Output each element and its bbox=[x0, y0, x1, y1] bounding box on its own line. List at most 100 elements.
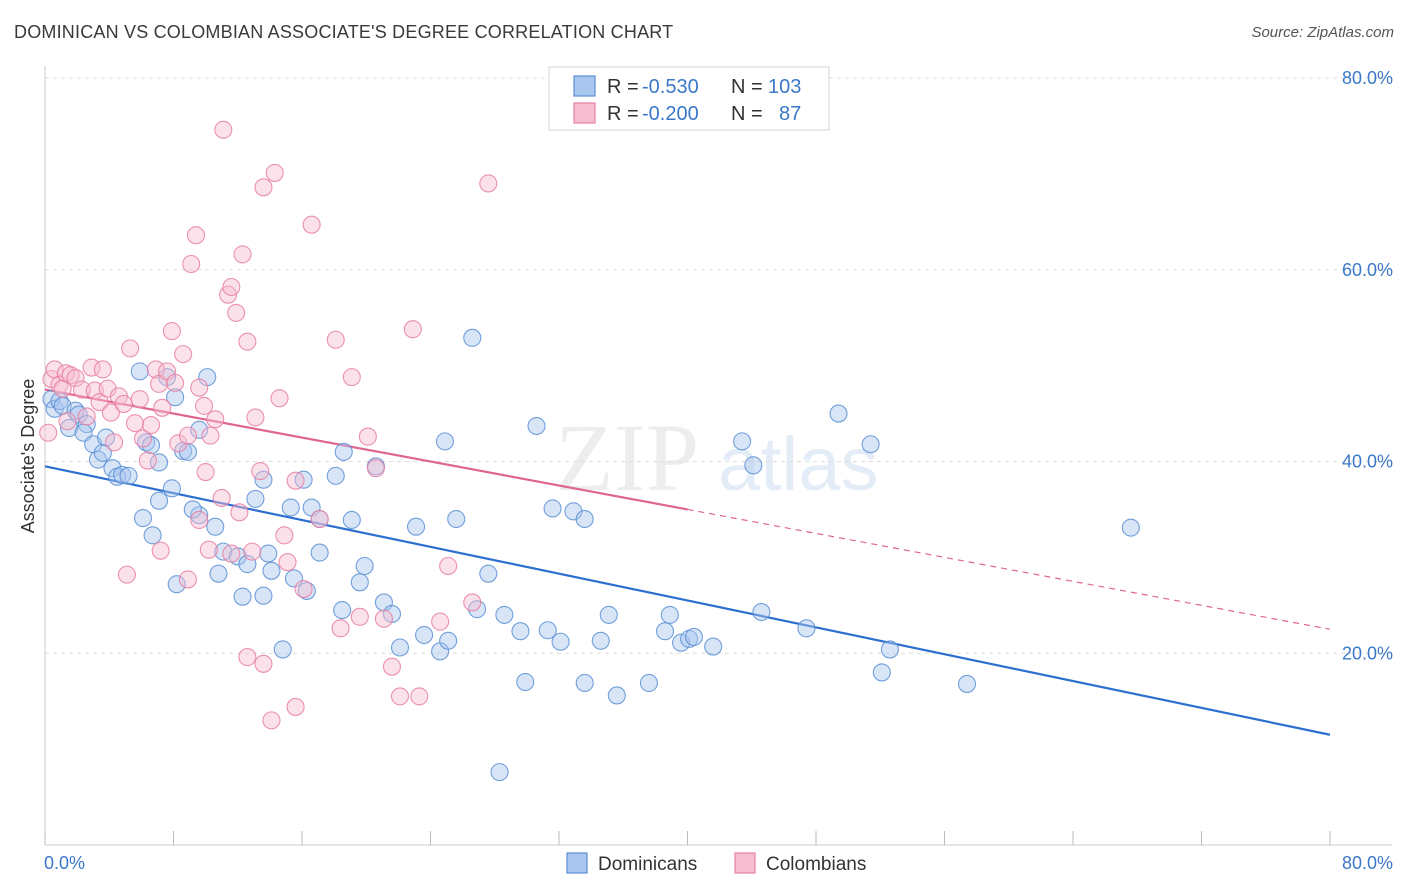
y-tick-label-60: 60.0% bbox=[1342, 260, 1393, 280]
colombian-point bbox=[117, 565, 136, 584]
legend-n-value-2: 87 bbox=[779, 103, 801, 125]
colombian-point bbox=[222, 544, 241, 563]
colombian-point bbox=[133, 429, 153, 448]
colombian-point bbox=[431, 612, 450, 631]
colombian-point bbox=[151, 541, 170, 560]
dominican-point bbox=[281, 498, 300, 517]
colombian-point bbox=[153, 398, 172, 417]
dominican-point bbox=[607, 686, 626, 705]
colombian-point bbox=[358, 427, 377, 446]
colombian-point bbox=[141, 416, 161, 435]
colombian-point bbox=[182, 254, 201, 274]
colombian-point bbox=[403, 320, 422, 339]
colombian-point bbox=[196, 462, 215, 482]
colombian-point bbox=[162, 322, 181, 341]
colombian-point bbox=[178, 426, 198, 445]
colombian-point bbox=[254, 654, 273, 673]
dominican-point bbox=[543, 499, 562, 518]
dominican-point bbox=[143, 526, 162, 545]
stats-legend: R = -0.530 N = 103 R = -0.200 N = 87 bbox=[548, 66, 830, 131]
dominican-point bbox=[149, 491, 169, 510]
colombian-point bbox=[238, 332, 257, 351]
dominican-point bbox=[342, 510, 361, 530]
colombian-point bbox=[66, 369, 85, 388]
dominican-point bbox=[495, 605, 514, 624]
colombian-point bbox=[199, 540, 218, 559]
dominican-point bbox=[511, 622, 530, 641]
legend-n-label-1: N = bbox=[731, 76, 763, 98]
colombian-point bbox=[331, 619, 350, 638]
dominican-point bbox=[209, 564, 228, 583]
colombian-point bbox=[138, 451, 157, 470]
dominican-point bbox=[254, 586, 273, 605]
colombian-point bbox=[294, 579, 313, 599]
colombian-point bbox=[270, 389, 289, 408]
colombian-point bbox=[262, 711, 281, 730]
dominican-point bbox=[130, 362, 149, 381]
colombian-point bbox=[410, 687, 429, 706]
bottom-legend: Dominicans Colombians bbox=[566, 852, 866, 875]
colombian-point bbox=[222, 277, 241, 297]
dominican-point bbox=[880, 640, 899, 659]
dominican-point bbox=[704, 637, 723, 656]
colombian-point bbox=[230, 503, 249, 522]
colombian-point bbox=[350, 607, 369, 626]
legend-r-value-2: -0.200 bbox=[642, 103, 699, 125]
y-tick-label-20: 20.0% bbox=[1342, 643, 1393, 663]
dominican-point bbox=[103, 459, 122, 478]
colombian-point bbox=[77, 407, 96, 426]
dominican-point bbox=[406, 517, 426, 536]
dominican-point bbox=[551, 632, 570, 651]
colombian-point bbox=[275, 526, 294, 545]
dominican-point bbox=[167, 575, 186, 594]
dominican-point bbox=[326, 466, 345, 485]
colombian-point bbox=[169, 434, 188, 453]
colombian-point bbox=[463, 593, 482, 612]
colombian-point bbox=[286, 697, 305, 716]
dominican-point bbox=[527, 416, 546, 436]
colombian-point bbox=[82, 358, 101, 377]
colombian-point bbox=[105, 433, 124, 452]
bottom-legend-swatch-colombians bbox=[734, 852, 756, 874]
dominican-point bbox=[439, 631, 458, 650]
legend-r-label-1: R = bbox=[607, 76, 639, 98]
colombian-point bbox=[206, 410, 225, 429]
y-tick-label-80: 80.0% bbox=[1342, 68, 1393, 88]
legend-swatch-dominicans bbox=[573, 75, 596, 97]
dominican-point bbox=[183, 500, 202, 519]
dominican-point bbox=[516, 672, 535, 692]
chart-source: Source: ZipAtlas.com bbox=[1251, 24, 1394, 41]
dominican-point bbox=[872, 663, 891, 682]
axes bbox=[44, 66, 1392, 846]
colombian-point bbox=[93, 360, 112, 379]
dominican-point bbox=[310, 543, 329, 562]
colombian-point bbox=[243, 542, 262, 561]
dominican-point bbox=[355, 556, 374, 576]
dominican-point bbox=[744, 456, 763, 475]
colombian-point bbox=[286, 471, 305, 490]
y-axis-title: Associate's Degree bbox=[18, 379, 38, 534]
trend-lines bbox=[44, 388, 1331, 736]
dominican-point bbox=[113, 465, 132, 484]
colombian-point bbox=[121, 339, 140, 358]
dominican-point bbox=[415, 625, 434, 645]
dominican-point bbox=[259, 544, 278, 563]
colombian-point bbox=[238, 648, 257, 667]
colombian-point bbox=[254, 178, 273, 197]
colombian-point bbox=[265, 163, 284, 182]
colombian-point bbox=[233, 245, 252, 264]
legend-r-value-1: -0.530 bbox=[642, 76, 699, 98]
dominican-point bbox=[447, 509, 466, 529]
x-tick-label-max: 80.0% bbox=[1342, 853, 1393, 873]
colombian-point bbox=[114, 394, 133, 414]
dominican-point bbox=[463, 328, 482, 347]
colombian-trend-line bbox=[44, 388, 688, 511]
legend-n-value-1: 103 bbox=[768, 76, 801, 98]
colombian-point bbox=[366, 459, 385, 478]
y-tick-label-40: 40.0% bbox=[1342, 452, 1393, 472]
colombian-point bbox=[125, 414, 144, 433]
dominican-point bbox=[333, 601, 352, 620]
dominican-point bbox=[273, 640, 292, 659]
dominican-point bbox=[133, 509, 153, 528]
legend-r-label-2: R = bbox=[607, 103, 639, 125]
